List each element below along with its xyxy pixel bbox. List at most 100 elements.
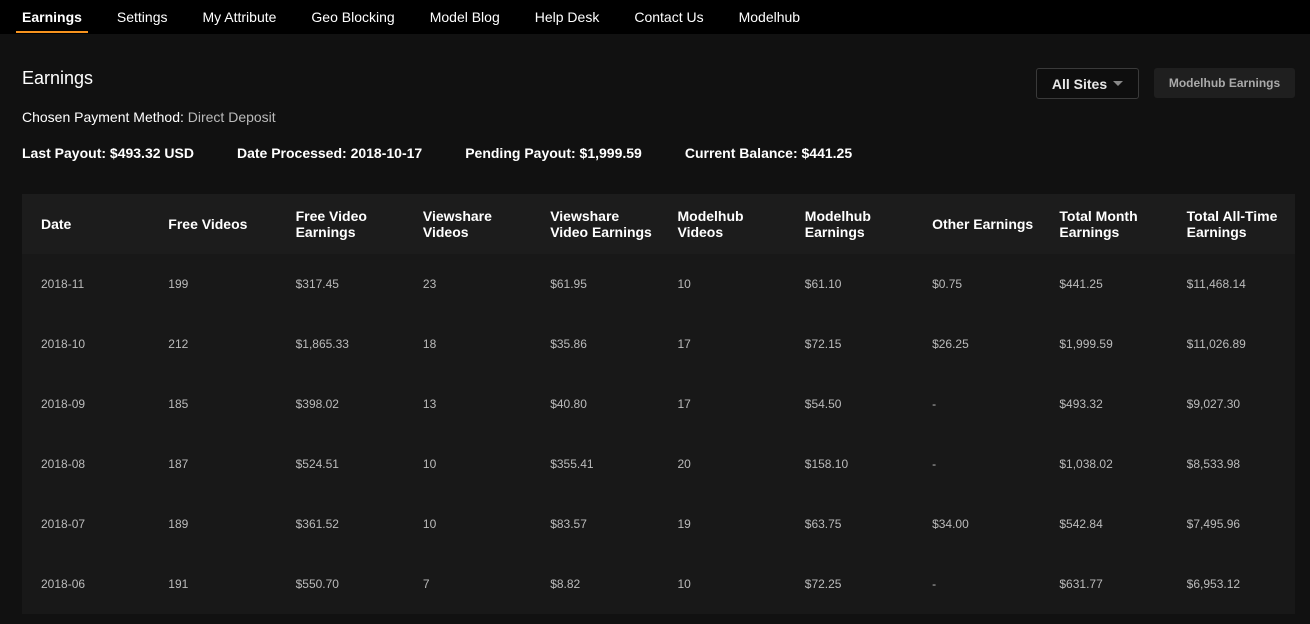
table-cell: $1,038.02: [1059, 457, 1113, 471]
table-row: 2018-07 189 $361.52 10 $83.57 19 $63.75 $34.00 $…: [22, 494, 1295, 554]
table-cell: 10: [677, 277, 691, 291]
table-cell: $441.25: [1059, 277, 1103, 291]
earnings-table: Date Free Videos Free Video Earnings Viewsh…: [22, 194, 1295, 614]
column-header: Modelhub Earnings: [785, 194, 914, 254]
table-cell: $61.10: [804, 277, 842, 291]
table-cell: $72.15: [804, 337, 842, 351]
table-cell: 212: [168, 337, 189, 351]
table-cell: $0.75: [932, 277, 963, 291]
table-cell: $54.50: [804, 397, 842, 411]
sites-select[interactable]: All Sites: [1036, 68, 1139, 99]
table-cell: 23: [422, 277, 437, 291]
tab-geo-blocking[interactable]: Geo Blocking: [311, 9, 395, 25]
table-cell: $361.52: [295, 517, 339, 531]
table-cell: 2018-10: [41, 337, 86, 351]
column-header: Total All-Time Earnings: [1167, 194, 1295, 254]
tab-settings[interactable]: Settings: [116, 9, 168, 25]
column-header: Viewshare Videos: [403, 194, 532, 254]
table-cell: $34.00: [932, 517, 969, 531]
table-cell: 17: [677, 397, 691, 411]
table-cell: 185: [168, 397, 189, 411]
table-cell: 10: [677, 577, 691, 591]
column-header: Modelhub Videos: [658, 194, 786, 254]
table-cell: 18: [422, 337, 437, 351]
column-header: Free Videos: [149, 194, 277, 254]
table-cell: $493.32: [1059, 397, 1103, 411]
table-cell: $35.86: [550, 337, 587, 351]
tab-help-desk[interactable]: Help Desk: [534, 9, 600, 25]
table-cell: $1,999.59: [1059, 337, 1113, 351]
table-cell: $26.25: [932, 337, 969, 351]
table-cell: $524.51: [295, 457, 339, 471]
table-cell: $355.41: [550, 457, 594, 471]
last-payout: Last Payout: $493.32 USD: [22, 145, 194, 161]
table-cell: $158.10: [804, 457, 849, 471]
payment-method-label: Chosen Payment Method:: [22, 109, 184, 125]
table-cell: $7,495.96: [1186, 517, 1241, 531]
table-header-row: Date Free Videos Free Video Earnings Viewsh…: [22, 194, 1295, 254]
table-cell: 19: [677, 517, 691, 531]
caret-down-icon: [1113, 81, 1124, 86]
table-cell: -: [932, 577, 937, 591]
table-cell: 13: [422, 397, 437, 411]
tab-modelhub[interactable]: Modelhub: [738, 9, 801, 25]
table-cell: 199: [168, 277, 189, 291]
modelhub-earnings-button[interactable]: Modelhub Earnings: [1154, 68, 1295, 98]
table-cell: 17: [677, 337, 691, 351]
table-cell: 7: [422, 577, 430, 591]
table-cell: $63.75: [804, 517, 842, 531]
top-nav: Earnings Settings My Attribute Geo Block…: [0, 0, 1310, 34]
column-header: Total Month Earnings: [1040, 194, 1168, 254]
tab-earnings[interactable]: Earnings: [16, 0, 88, 34]
tab-model-blog[interactable]: Model Blog: [429, 9, 500, 25]
table-cell: $40.80: [550, 397, 587, 411]
date-processed: Date Processed: 2018-10-17: [236, 145, 423, 161]
tab-my-attribute[interactable]: My Attribute: [202, 9, 277, 25]
table-cell: 20: [677, 457, 691, 471]
table-cell: 191: [168, 577, 189, 591]
table-cell: 189: [168, 517, 189, 531]
page-title: Earnings: [22, 68, 94, 88]
table-cell: $83.57: [550, 517, 587, 531]
payment-method: Chosen Payment Method: Direct Deposit: [22, 109, 276, 125]
table-row: 2018-09 185 $398.02 13 $40.80 17 $54.50 - $493.3…: [22, 374, 1295, 434]
table-cell: -: [932, 457, 937, 471]
table-cell: 2018-06: [41, 577, 86, 591]
table-cell: $550.70: [295, 577, 339, 591]
table-cell: -: [932, 397, 937, 411]
table-cell: $9,027.30: [1186, 397, 1241, 411]
column-header: Other Earnings: [913, 194, 1041, 254]
table-cell: $72.25: [804, 577, 842, 591]
table-cell: $631.77: [1059, 577, 1103, 591]
sites-select-value: All Sites: [1051, 75, 1108, 92]
table-row: 2018-06 191 $550.70 7 $8.82 10 $72.25 - $631.77 $…: [22, 554, 1295, 614]
table-cell: $8,533.98: [1186, 457, 1241, 471]
column-header: Free Video Earnings: [276, 194, 404, 254]
table-cell: $11,026.89: [1186, 337, 1246, 351]
table-cell: 187: [168, 457, 189, 471]
table-cell: $317.45: [295, 277, 339, 291]
table-row: 2018-08 187 $524.51 10 $355.41 20 $158.10 - $1,0…: [22, 434, 1295, 494]
table-cell: $6,953.12: [1186, 577, 1241, 591]
table-cell: 2018-08: [41, 457, 86, 471]
table-cell: $542.84: [1059, 517, 1103, 531]
table-cell: 2018-07: [41, 517, 86, 531]
payment-method-value: Direct Deposit: [187, 109, 276, 125]
table-cell: 2018-09: [41, 397, 86, 411]
tab-contact-us[interactable]: Contact Us: [634, 9, 704, 25]
current-balance: Current Balance: $441.25: [684, 145, 853, 161]
table-row: 2018-11 199 $317.45 23 $61.95 10 $61.10 $0.75 $4…: [22, 254, 1295, 314]
pending-payout: Pending Payout: $1,999.59: [465, 145, 642, 161]
column-header: Date: [22, 194, 150, 254]
table-cell: 10: [422, 517, 437, 531]
table-cell: $8.82: [550, 577, 581, 591]
table-cell: $11,468.14: [1186, 277, 1246, 291]
payout-stats: Last Payout: $493.32 USD Date Processed:…: [22, 145, 895, 161]
column-header: Viewshare Video Earnings: [531, 194, 659, 254]
table-cell: $61.95: [550, 277, 587, 291]
table-cell: 10: [422, 457, 437, 471]
table-row: 2018-10 212 $1,865.33 18 $35.86 17 $72.15 $26.2…: [22, 314, 1295, 374]
table-cell: $398.02: [295, 397, 339, 411]
table-cell: $1,865.33: [295, 337, 349, 351]
table-cell: 2018-11: [41, 277, 85, 291]
